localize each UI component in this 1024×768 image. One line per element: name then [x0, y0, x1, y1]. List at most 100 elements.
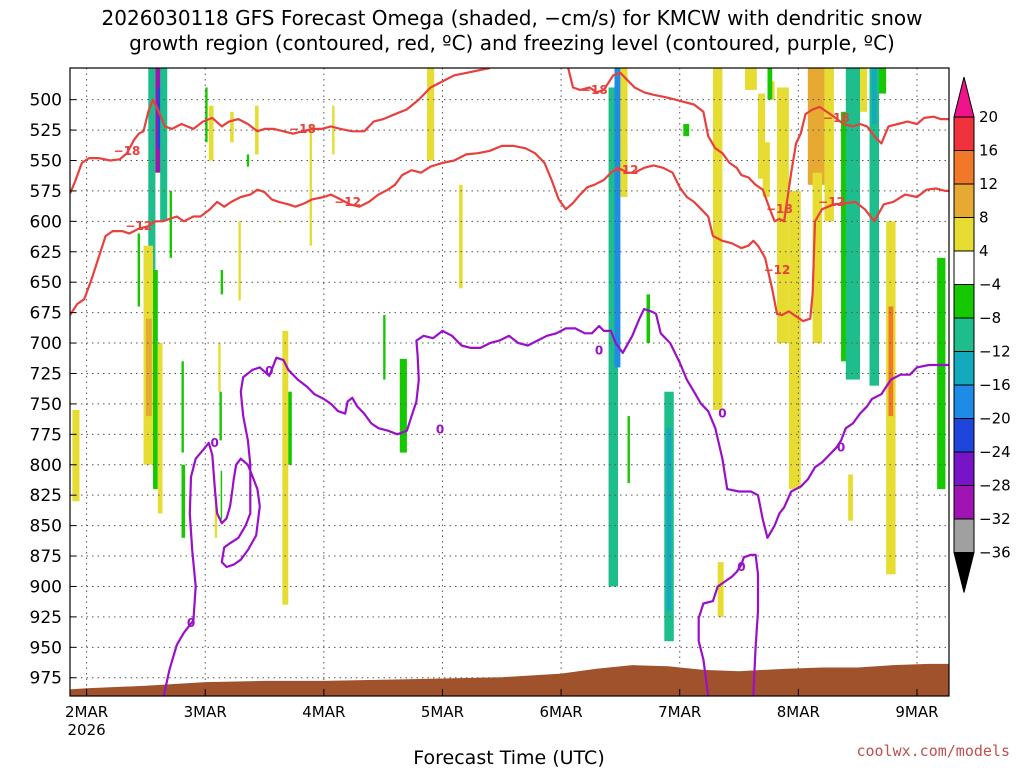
omega-region [767, 68, 773, 100]
contour-labels: −18 −18 −18 −18 −18 −12 −12 −12 −12 −12 0 0 0 0 0 0 0 0 [114, 83, 850, 630]
omega-region [288, 391, 292, 465]
omega-region [309, 123, 312, 246]
omega-region [666, 428, 672, 611]
freezing-contour-label: 0 [211, 436, 219, 450]
y-tick-label: 550 [30, 151, 62, 171]
dgz-contour-label: −18 [766, 202, 793, 216]
colorbar-tick-label: −8 [979, 309, 1001, 327]
colorbar-swatch [953, 485, 975, 520]
dgz-contour [70, 144, 949, 323]
colorbar-tick-label: −28 [979, 477, 1011, 495]
omega-region [788, 190, 801, 490]
freezing-contour-label: 0 [718, 407, 726, 421]
omega-region [205, 87, 208, 143]
omega-region [879, 68, 887, 94]
colorbar-tick-label: −12 [979, 343, 1011, 361]
x-axis-label: Forecast Time (UTC) [413, 747, 604, 768]
dgz-contour-label: −12 [612, 163, 639, 177]
omega-region [238, 221, 241, 301]
omega-region [824, 68, 834, 222]
colorbar-swatch [953, 217, 975, 252]
credit-text: coolwx.com/models [856, 742, 1010, 760]
colorbar-tick-label: 12 [979, 175, 998, 193]
colorbar-tick-label: −36 [979, 544, 1011, 562]
colorbar-top-arrow [953, 76, 975, 118]
freezing-contour [697, 553, 760, 696]
omega-region [181, 361, 184, 453]
y-tick-label: 525 [30, 121, 62, 141]
omega-region [717, 562, 724, 617]
omega-region [845, 68, 861, 380]
colorbar-tick-label: 20 [979, 108, 998, 126]
omega-region [157, 343, 163, 514]
colorbar-tick-label: 4 [979, 242, 989, 260]
x-tick-label: 7MAR [658, 703, 701, 721]
contours [70, 68, 949, 696]
colorbar-swatch [953, 183, 975, 218]
colorbar-swatch [953, 418, 975, 453]
omega-region [841, 111, 849, 362]
colorbar-swatch [953, 351, 975, 386]
omega-region [869, 68, 880, 386]
dgz-contour-label: −18 [114, 144, 141, 158]
plot-frame [69, 67, 950, 697]
x-tick-sublabel: 2026 [68, 721, 106, 739]
y-tick-label: 850 [30, 517, 62, 537]
freezing-contour-label: 0 [595, 343, 603, 357]
omega-region [214, 501, 218, 538]
colorbar-swatch [953, 451, 975, 486]
y-axis: 500 525 550 575 600 625 650 675 700 725 750 775 800 8… [30, 91, 76, 689]
omega-region [860, 68, 868, 112]
colorbar-swatch [953, 116, 975, 151]
freezing-contour [162, 307, 949, 696]
colorbar: 20 16 12 8 4 −4 −8 −12 −16 −20 −24 −28 −32 −36 [953, 76, 1011, 593]
freezing-contour-label: 0 [265, 364, 273, 378]
omega-region [148, 68, 156, 271]
omega-region [620, 68, 628, 198]
dgz-contour [70, 68, 491, 194]
chart-title: 2026030118 GFS Forecast Omega (shaded, −… [101, 6, 923, 55]
omega-region [937, 257, 946, 490]
omega-region [888, 306, 894, 417]
omega-region [744, 68, 757, 90]
omega-region [219, 391, 222, 441]
omega-region [72, 409, 80, 502]
colorbar-swatch [953, 384, 975, 419]
dgz-contour-label: −18 [581, 83, 608, 97]
y-tick-label: 700 [30, 334, 62, 354]
x-tick-label: 6MAR [540, 703, 583, 721]
dgz-contour-label: −12 [334, 195, 361, 209]
omega-region [153, 270, 158, 490]
dgz-contour-label: −18 [823, 111, 850, 125]
colorbar-tick-label: 8 [979, 209, 989, 227]
omega-region [812, 172, 823, 344]
omega-region [218, 343, 221, 392]
omega-region [282, 330, 289, 605]
omega-region [646, 294, 651, 344]
x-tick-label: 5MAR [421, 703, 464, 721]
omega-region [459, 184, 463, 289]
omega-region [776, 87, 789, 344]
freezing-contour-label: 0 [436, 422, 444, 436]
y-tick-label: 825 [30, 486, 62, 506]
freezing-contour-label: 0 [187, 616, 195, 630]
plot-background [70, 68, 949, 696]
omega-region [160, 68, 168, 222]
omega-region [627, 416, 630, 484]
x-tick-label: 9MAR [895, 703, 938, 721]
colorbar-bottom-arrow [953, 552, 975, 593]
y-tick-label: 800 [30, 456, 62, 476]
omega-region [181, 464, 186, 538]
colorbar-tick-label: −16 [979, 376, 1011, 394]
colorbar-tick-label: −20 [979, 410, 1011, 428]
colorbar-swatch [953, 150, 975, 185]
y-tick-label: 500 [30, 91, 62, 111]
colorbar-swatch [953, 317, 975, 352]
y-tick-label: 975 [30, 669, 62, 689]
y-tick-label: 575 [30, 182, 62, 202]
dgz-contour-label: −18 [289, 122, 316, 136]
terrain [70, 663, 949, 696]
omega-region [279, 221, 282, 223]
